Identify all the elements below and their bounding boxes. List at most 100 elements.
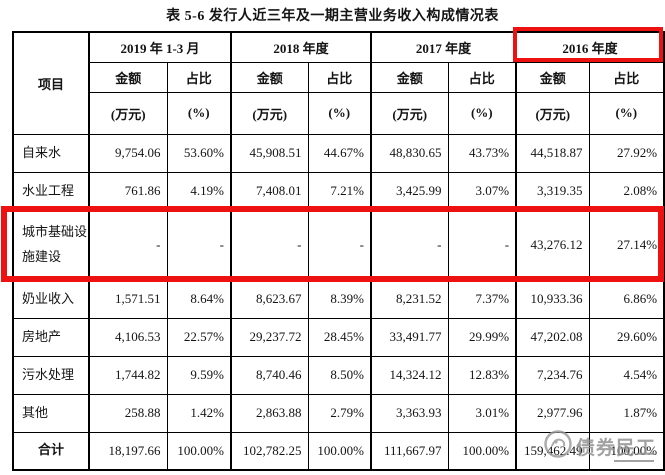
- row-label: 合计: [12, 431, 90, 471]
- ratio-cell: 3.07%: [447, 171, 517, 211]
- row-label: 其他: [12, 393, 90, 433]
- amount-cell: 47,202.08: [515, 317, 590, 357]
- year-header-2016: 2016 年度: [515, 31, 665, 63]
- ratio-cell: 28.45%: [307, 317, 372, 357]
- amount-cell: 43,276.12: [515, 209, 590, 281]
- amount-cell: 48,830.65: [370, 133, 449, 173]
- table-row: 水业工程 761.86 4.19% 7,408.01 7.21% 3,425.99 3.07…: [12, 171, 665, 211]
- row-label: 污水处理: [12, 355, 90, 395]
- amount-cell: 2,977.96: [515, 393, 590, 433]
- amount-header: 金额: [370, 61, 449, 93]
- table-wrapper: 项目 2019 年 1-3 月 2018 年度 2017 年度 2016 年度 …: [1, 27, 665, 471]
- ratio-header: 占比: [166, 61, 232, 93]
- amount-cell: 14,324.12: [370, 355, 449, 395]
- table-row: 奶业收入 1,571.51 8.64% 8,623.67 8.39% 8,231.52 7.…: [12, 279, 665, 319]
- table-row: 污水处理 1,744.82 9.59% 8,740.46 8.50% 14,324.12 1…: [12, 355, 665, 395]
- year-header-row: 项目 2019 年 1-3 月 2018 年度 2017 年度 2016 年度: [12, 31, 665, 135]
- ratio-cell: 27.14%: [588, 209, 665, 281]
- amount-cell: 7,234.76: [515, 355, 590, 395]
- amount-cell: 10,933.36: [515, 279, 590, 319]
- amount-cell: 29,237.72: [230, 317, 309, 357]
- ratio-cell: -: [447, 209, 517, 281]
- ratio-cell: 2.08%: [588, 171, 665, 211]
- ratio-header: 占比: [307, 61, 372, 93]
- amount-cell: 1,744.82: [88, 355, 168, 395]
- ratio-cell: 44.67%: [307, 133, 372, 173]
- ratio-cell: 8.50%: [307, 355, 372, 395]
- ratio-cell: -: [307, 209, 372, 281]
- ratio-cell: 4.54%: [588, 355, 665, 395]
- amount-cell: 2,863.88: [230, 393, 309, 433]
- amount-cell: 111,667.97: [370, 431, 449, 471]
- ratio-cell: 7.37%: [447, 279, 517, 319]
- ratio-cell: 8.39%: [307, 279, 372, 319]
- row-label: 自来水: [12, 133, 90, 173]
- amount-unit-header: (万元): [515, 91, 590, 135]
- amount-cell: 761.86: [88, 171, 168, 211]
- amount-header: 金额: [88, 61, 168, 93]
- ratio-cell: 8.64%: [166, 279, 232, 319]
- ratio-unit-header: (%): [307, 91, 372, 135]
- ratio-cell: 100.00%: [307, 431, 372, 471]
- amount-cell: 33,491.77: [370, 317, 449, 357]
- ratio-cell: 22.57%: [166, 317, 232, 357]
- year-header-2018: 2018 年度: [229, 31, 372, 63]
- amount-header: 金额: [515, 61, 590, 93]
- amount-unit-header: (万元): [230, 91, 309, 135]
- table-row: 自来水 9,754.06 53.60% 45,908.51 44.67% 48,830.6…: [12, 133, 665, 173]
- table-row: 合计 18,197.66 100.00% 102,782.25 100.00% 111,6…: [12, 431, 665, 471]
- amount-unit-header: (万元): [88, 91, 168, 135]
- amount-cell: 18,197.66: [88, 431, 168, 471]
- table-title: 表 5-6 发行人近三年及一期主营业务收入构成情况表: [166, 9, 499, 24]
- table-row: 房地产 4,106.53 22.57% 29,237.72 28.45% 33,491.7…: [12, 317, 665, 357]
- ratio-cell: 29.99%: [447, 317, 517, 357]
- ratio-cell: 29.60%: [588, 317, 665, 357]
- amount-header: 金额: [230, 61, 309, 93]
- amount-cell: -: [370, 209, 449, 281]
- amount-cell: 4,106.53: [88, 317, 168, 357]
- ratio-cell: 100.00%: [588, 431, 665, 471]
- ratio-cell: 53.60%: [166, 133, 232, 173]
- ratio-cell: 9.59%: [166, 355, 232, 395]
- amount-unit-header: (万元): [370, 91, 449, 135]
- ratio-cell: 27.92%: [588, 133, 665, 173]
- ratio-cell: -: [166, 209, 232, 281]
- amount-cell: 1,571.51: [88, 279, 168, 319]
- amount-cell: 8,740.46: [230, 355, 309, 395]
- ratio-cell: 100.00%: [447, 431, 517, 471]
- table-row: 城市基础设施建设 - - - - - -43,276.12 27.14%: [12, 209, 665, 281]
- ratio-cell: 1.87%: [588, 393, 665, 433]
- ratio-cell: 4.19%: [166, 171, 232, 211]
- year-header-2017: 2017 年度: [370, 31, 517, 63]
- amount-cell: 102,782.25: [230, 431, 309, 471]
- amount-cell: 3,319.35: [515, 171, 590, 211]
- row-label: 奶业收入: [12, 279, 90, 319]
- amount-cell: 45,908.51: [230, 133, 309, 173]
- row-label: 水业工程: [12, 171, 90, 211]
- ratio-cell: 7.21%: [307, 171, 372, 211]
- ratio-cell: 3.01%: [447, 393, 517, 433]
- year-header-2019: 2019 年 1-3 月: [88, 31, 232, 63]
- ratio-cell: 12.83%: [447, 355, 517, 395]
- ratio-cell: 6.86%: [588, 279, 665, 319]
- amount-cell: 7,408.01: [230, 171, 309, 211]
- amount-cell: -: [88, 209, 168, 281]
- ratio-unit-header: (%): [588, 91, 665, 135]
- ratio-header: 占比: [588, 61, 665, 93]
- amount-cell: -: [230, 209, 309, 281]
- amount-cell: 258.88: [88, 393, 168, 433]
- row-label: 房地产: [12, 317, 90, 357]
- subheader-row: 金额 占比 金额 占比 金额 占比 金额 占比: [13, 61, 665, 93]
- amount-cell: 44,518.87: [515, 133, 590, 173]
- unit-header-row: (万元) (%) (万元) (%) (万元) (%) (万元) (%): [13, 91, 665, 135]
- ratio-cell: 100.00%: [166, 431, 232, 471]
- ratio-cell: 43.73%: [447, 133, 517, 173]
- amount-cell: 159,462.49: [515, 431, 590, 471]
- ratio-cell: 2.79%: [307, 393, 372, 433]
- amount-cell: 9,754.06: [88, 133, 168, 173]
- item-column-header: 项目: [12, 31, 90, 135]
- row-label: 城市基础设施建设: [12, 209, 90, 281]
- amount-cell: 3,363.93: [370, 393, 449, 433]
- ratio-unit-header: (%): [166, 91, 232, 135]
